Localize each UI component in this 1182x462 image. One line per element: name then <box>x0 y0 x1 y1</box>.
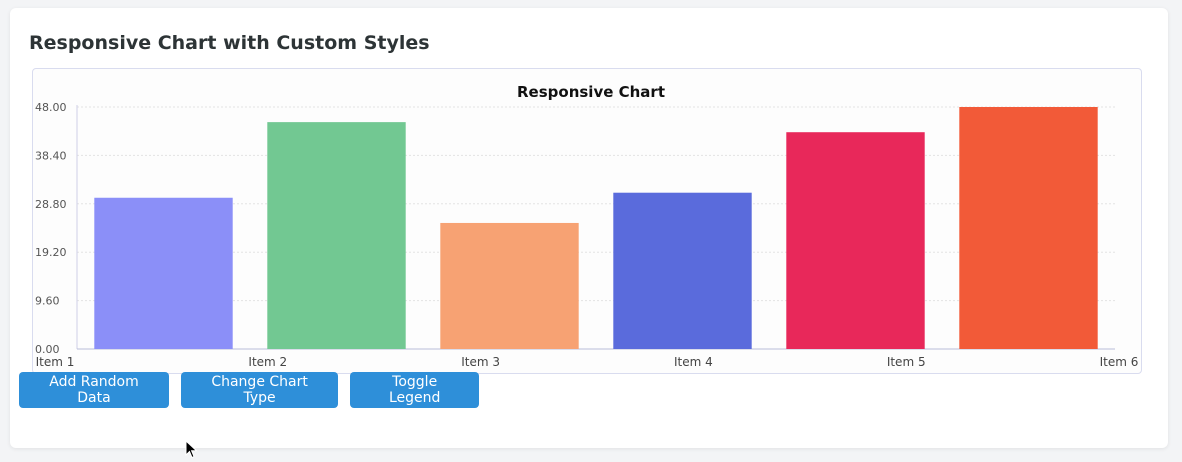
y-tick-label: 9.60 <box>35 295 60 308</box>
change-chart-type-button[interactable]: Change Chart Type <box>181 372 339 408</box>
bar-chart: Responsive Chart 0.00 9.60 19.20 28.80 38.40… <box>35 83 1139 369</box>
bar-4 <box>613 192 752 349</box>
bar-1 <box>94 197 233 349</box>
x-tick-label: Item 4 <box>674 355 713 369</box>
x-tick-label: Item 2 <box>248 355 287 369</box>
x-tick-label: Item 6 <box>1100 355 1139 369</box>
x-tick-label: Item 1 <box>36 355 75 369</box>
y-tick-label: 48.00 <box>35 101 67 114</box>
bar-3 <box>440 222 579 349</box>
bar-6 <box>959 107 1098 349</box>
y-tick-label: 38.40 <box>35 149 67 162</box>
x-tick-label: Item 3 <box>461 355 500 369</box>
page-title: Responsive Chart with Custom Styles <box>29 32 430 54</box>
button-row: Add Random Data Change Chart Type Toggle… <box>19 372 486 408</box>
x-tick-label: Item 5 <box>887 355 926 369</box>
toggle-legend-button[interactable]: Toggle Legend <box>350 372 480 408</box>
y-tick-label: 19.20 <box>35 246 67 259</box>
y-tick-label: 0.00 <box>35 343 60 356</box>
y-tick-label: 28.80 <box>35 198 67 211</box>
add-random-data-button[interactable]: Add Random Data <box>19 372 169 408</box>
bar-5 <box>786 132 925 349</box>
bar-2 <box>267 122 406 349</box>
chart-title: Responsive Chart <box>517 83 665 101</box>
mouse-cursor-icon <box>185 440 198 459</box>
chart-container: Responsive Chart 0.00 9.60 19.20 28.80 38.40… <box>32 68 1142 374</box>
